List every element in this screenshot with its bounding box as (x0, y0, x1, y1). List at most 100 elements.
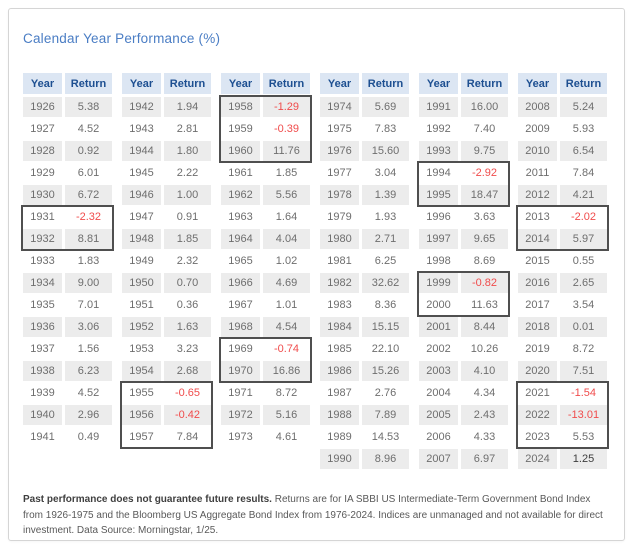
year-cell: 2009 (525, 123, 550, 135)
year-cell: 1931 (30, 211, 55, 223)
return-cell: 7.84 (176, 431, 199, 443)
footnote: Past performance does not guarantee futu… (23, 492, 611, 539)
year-cell: 2004 (426, 387, 451, 399)
year-cell: 1929 (30, 167, 55, 179)
return-cell: 1.93 (374, 211, 397, 223)
return-cell: 2.81 (176, 123, 199, 135)
table-row-2004: 2004 4.34 (419, 383, 508, 403)
table-row-2013: 2013 -2.02 (518, 207, 607, 227)
table-row-1937: 1937 1.56 (23, 339, 112, 359)
return-cell: 5.56 (263, 185, 310, 205)
year-cell: 1927 (30, 123, 55, 135)
table-row-1970: 1970 16.86 (221, 361, 310, 381)
return-cell: 2.96 (65, 405, 112, 425)
table-row-1959: 1959 -0.39 (221, 119, 310, 139)
year-cell: 1963 (228, 211, 253, 223)
year-cell: 1978 (320, 185, 359, 205)
year-cell: 2002 (426, 343, 451, 355)
return-cell: 4.69 (263, 273, 310, 293)
return-cell: 7.84 (572, 167, 595, 179)
return-cell: 5.16 (263, 405, 310, 425)
table-row-1936: 1936 3.06 (23, 317, 112, 337)
table-row-1977: 1977 3.04 (320, 163, 409, 183)
table-header-row: Year Return (122, 73, 211, 94)
year-cell: 1995 (419, 185, 458, 205)
table-row-1992: 1992 7.40 (419, 119, 508, 139)
year-cell: 1965 (228, 255, 253, 267)
return-cell: 10.26 (470, 343, 499, 355)
year-cell: 1928 (23, 141, 62, 161)
table-row-2014: 2014 5.97 (518, 229, 607, 249)
year-cell: 1983 (327, 299, 352, 311)
return-cell: 18.47 (461, 185, 508, 205)
return-cell: 4.61 (275, 431, 298, 443)
year-cell: 1956 (122, 405, 161, 425)
year-cell: 1954 (122, 361, 161, 381)
return-cell: -2.02 (570, 211, 597, 223)
return-cell: 2.22 (176, 167, 199, 179)
table-row-1972: 1972 5.16 (221, 405, 310, 425)
year-cell: 1945 (129, 167, 154, 179)
table-header-row: Year Return (518, 73, 607, 94)
year-cell: 1939 (30, 387, 55, 399)
table-row-1927: 1927 4.52 (23, 119, 112, 139)
column-group-6: Year Return 2008 5.24 2009 5.93 2010 6.54 2011 7.… (516, 73, 609, 471)
table-row-1950: 1950 0.70 (122, 273, 211, 293)
return-cell: 5.38 (65, 97, 112, 117)
year-cell: 1974 (320, 97, 359, 117)
table-row-1987: 1987 2.76 (320, 383, 409, 403)
table-row-1976: 1976 15.60 (320, 141, 409, 161)
return-cell: 8.72 (275, 387, 298, 399)
return-column-header: Return (560, 73, 607, 94)
table-row-1963: 1963 1.64 (221, 207, 310, 227)
table-row-1966: 1966 4.69 (221, 273, 310, 293)
return-cell: 6.25 (374, 255, 397, 267)
year-cell: 2008 (518, 97, 557, 117)
return-cell: 5.53 (572, 431, 595, 443)
year-cell: 1932 (23, 229, 62, 249)
return-cell: 4.04 (263, 229, 310, 249)
year-cell: 1977 (327, 167, 352, 179)
return-cell: -0.39 (273, 123, 300, 135)
year-cell: 2006 (426, 431, 451, 443)
table-row-2006: 2006 4.33 (419, 427, 508, 447)
year-cell: 2005 (419, 405, 458, 425)
year-cell: 2019 (525, 343, 550, 355)
table-row-1961: 1961 1.85 (221, 163, 310, 183)
year-cell: 1976 (320, 141, 359, 161)
year-cell: 1941 (30, 431, 55, 443)
table-row-2010: 2010 6.54 (518, 141, 607, 161)
year-cell: 1936 (23, 317, 62, 337)
table-row-1969: 1969 -0.74 (221, 339, 310, 359)
return-cell: 1.85 (164, 229, 211, 249)
year-cell: 1988 (320, 405, 359, 425)
year-cell: 1960 (221, 141, 260, 161)
return-cell: 2.71 (362, 229, 409, 249)
year-column-header: Year (518, 73, 557, 94)
return-cell: 16.00 (461, 97, 508, 117)
table-header-row: Year Return (221, 73, 310, 94)
table-row-1934: 1934 9.00 (23, 273, 112, 293)
table-header-row: Year Return (419, 73, 508, 94)
year-cell: 1949 (129, 255, 154, 267)
table-row-1971: 1971 8.72 (221, 383, 310, 403)
table-row-1953: 1953 3.23 (122, 339, 211, 359)
table-row-1933: 1933 1.83 (23, 251, 112, 271)
footnote-disclaimer-text: Returns are for IA SBBI US Intermediate-… (23, 494, 603, 536)
year-cell: 2012 (518, 185, 557, 205)
return-cell: 6.23 (65, 361, 112, 381)
year-cell: 1947 (129, 211, 154, 223)
year-cell: 2017 (525, 299, 550, 311)
year-cell: 1951 (129, 299, 154, 311)
return-cell: 4.33 (473, 431, 496, 443)
return-cell: 0.36 (176, 299, 199, 311)
table-row-1943: 1943 2.81 (122, 119, 211, 139)
table-row-1998: 1998 8.69 (419, 251, 508, 271)
table-row-1979: 1979 1.93 (320, 207, 409, 227)
table-row-2017: 2017 3.54 (518, 295, 607, 315)
year-cell: 1981 (327, 255, 352, 267)
return-cell: -0.42 (164, 405, 211, 425)
table-row-1944: 1944 1.80 (122, 141, 211, 161)
return-cell: 1.64 (275, 211, 298, 223)
table-row-2012: 2012 4.21 (518, 185, 607, 205)
